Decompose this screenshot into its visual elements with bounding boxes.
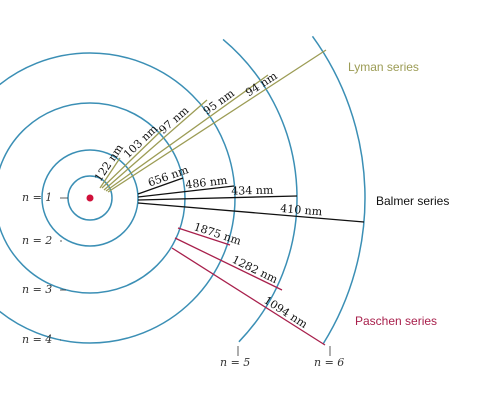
- transition-line: [99, 157, 121, 189]
- orbit: [41, 149, 139, 247]
- transition-line: [177, 227, 231, 246]
- wavelength-label: 122 nm: [92, 141, 126, 184]
- wavelength-label: 1282 nm: [230, 253, 280, 286]
- wavelength-label: 1875 nm: [192, 220, 243, 248]
- transition-line: [137, 202, 365, 223]
- wavelength-label: 410 nm: [280, 202, 324, 219]
- transition-line: [107, 49, 327, 193]
- series-label: Paschen series: [355, 314, 437, 328]
- orbit: [311, 35, 366, 345]
- series-label: Lyman series: [348, 60, 419, 74]
- level-label: n = 5: [220, 356, 250, 369]
- transition-line: [105, 74, 269, 192]
- transition-line: [137, 177, 184, 195]
- level-label: n = 4: [22, 333, 52, 346]
- wavelength-label: 95 nm: [201, 86, 237, 117]
- series-label: Balmer series: [376, 194, 449, 208]
- orbit: [0, 102, 186, 294]
- nucleus: [86, 194, 94, 202]
- level-label: n = 3: [22, 283, 52, 296]
- level-label: n = 6: [314, 356, 344, 369]
- transition-line: [137, 185, 235, 198]
- transition-line: [171, 247, 326, 346]
- transition-line: [101, 129, 163, 189]
- wavelength-label: 103 nm: [121, 122, 161, 161]
- orbits: [0, 35, 366, 345]
- wavelength-label: 486 nm: [185, 174, 229, 192]
- transition-line: [137, 195, 298, 201]
- wavelength-label: 97 nm: [156, 104, 191, 137]
- transition-line: [174, 237, 283, 291]
- level-label: n = 2: [22, 234, 52, 247]
- wavelength-label: 434 nm: [231, 184, 274, 198]
- level-label: n = 1: [22, 191, 52, 204]
- wavelength-label: 1094 nm: [261, 294, 310, 332]
- transition-line: [103, 99, 208, 191]
- orbit: [222, 38, 298, 343]
